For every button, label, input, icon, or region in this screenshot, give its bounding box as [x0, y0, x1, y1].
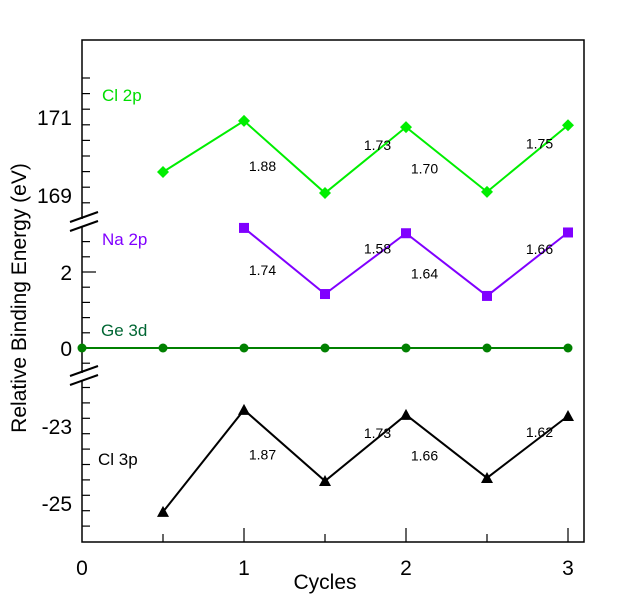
y-tick-label: 169: [37, 185, 72, 208]
data-label: 1.64: [411, 266, 438, 282]
triangle-marker: [481, 471, 493, 483]
x-tick-label: 0: [76, 557, 88, 580]
circle-marker: [401, 343, 411, 353]
axis-break-gap: [79, 219, 85, 227]
series-label-ge-3d: Ge 3d: [101, 321, 147, 340]
diamond-marker: [319, 187, 331, 200]
y-tick-label: -25: [42, 493, 72, 516]
axis-break-stroke: [69, 220, 99, 232]
axes: 169 171 0 2 -25 -23 0 1 2 3: [37, 77, 574, 580]
y-tick-label: -23: [42, 416, 72, 439]
plot-frame: [81, 39, 585, 543]
triangle-marker: [400, 408, 412, 420]
x-tick-label: 3: [562, 557, 574, 580]
triangle-marker: [238, 403, 250, 415]
data-label: 1.66: [526, 241, 553, 257]
diamond-marker: [400, 121, 412, 134]
data-label: 1.70: [411, 161, 438, 177]
axis-break-icon: [69, 365, 99, 386]
square-marker: [482, 290, 492, 301]
square-marker: [320, 289, 330, 300]
series-na-2p: [239, 222, 573, 301]
data-label: 1.88: [249, 158, 276, 174]
series-cl-2p: [157, 114, 574, 200]
circle-marker: [482, 343, 492, 353]
series-layer: [77, 114, 574, 517]
triangle-marker: [562, 409, 574, 421]
y-axis-title: Relative Binding Energy (eV): [8, 163, 31, 433]
data-label: 1.58: [364, 241, 391, 257]
square-marker: [239, 222, 249, 233]
axis-break-stroke: [69, 374, 99, 386]
circle-marker: [77, 343, 87, 353]
square-marker: [563, 227, 573, 238]
x-tick-label: 2: [400, 557, 412, 580]
circle-marker: [320, 343, 330, 353]
y-tick-label: 171: [37, 107, 72, 130]
data-label: 1.73: [364, 137, 391, 153]
axis-break-stroke: [69, 365, 99, 377]
diamond-marker: [481, 185, 493, 198]
data-label: 1.66: [411, 447, 438, 463]
data-label: 1.62: [526, 424, 553, 440]
data-label: 1.87: [249, 446, 276, 462]
series-label-cl-3p: Cl 3p: [98, 450, 138, 469]
circle-marker: [239, 343, 249, 353]
diamond-marker: [238, 114, 250, 127]
data-label: 1.75: [526, 136, 553, 152]
data-label: 1.73: [364, 425, 391, 441]
series-label-cl-2p: Cl 2p: [102, 86, 142, 105]
series-cl-3p: [157, 403, 574, 517]
series-line-cl-3p: [162, 408, 569, 513]
x-tick-label: 1: [238, 557, 250, 580]
series-ge-3d: [77, 343, 573, 353]
diamond-marker: [562, 119, 574, 132]
diamond-marker: [157, 165, 169, 178]
square-marker: [401, 228, 411, 239]
series-line-cl-2p: [162, 119, 569, 195]
data-label: 1.74: [249, 262, 276, 278]
y-tick-label: 2: [60, 262, 72, 285]
circle-marker: [563, 343, 573, 353]
circle-marker: [158, 343, 168, 353]
axis-break-icon: [69, 211, 99, 232]
axis-break-gap: [79, 373, 85, 381]
y-tick-label: 0: [60, 338, 72, 361]
labels-layer: Cl 2p 1.88 1.73 1.70 1.75 Na 2p 1.74 1.58 1.64 1.…: [98, 86, 553, 469]
triangle-marker: [157, 505, 169, 517]
triangle-marker: [319, 475, 331, 487]
x-axis-title: Cycles: [293, 571, 356, 594]
series-label-na-2p: Na 2p: [102, 230, 147, 249]
axis-break-stroke: [69, 211, 99, 223]
